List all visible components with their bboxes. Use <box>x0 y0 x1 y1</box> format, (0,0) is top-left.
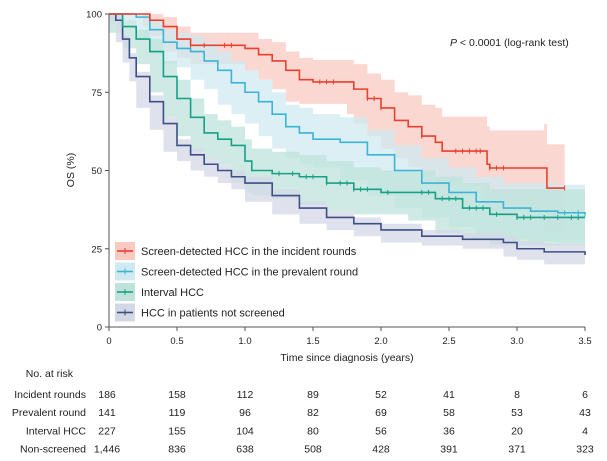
y-tick-label: 0 <box>97 323 102 334</box>
risk-cell: 36 <box>443 425 455 437</box>
legend-label-3: HCC in patients not screened <box>141 308 285 320</box>
risk-cell: 428 <box>372 444 390 456</box>
survival-curve-2 <box>109 13 585 219</box>
x-tick-label: 3.5 <box>578 336 591 347</box>
legend-label-1: Screen-detected HCC in the prevalent rou… <box>141 267 358 279</box>
risk-cell: 6 <box>582 389 588 401</box>
survival-curve-3 <box>109 13 586 256</box>
risk-cell: 20 <box>511 425 523 437</box>
risk-cell: 82 <box>307 407 319 419</box>
risk-cell: 638 <box>236 444 254 456</box>
risk-cell: 119 <box>169 407 186 419</box>
risk-cell: 96 <box>239 407 251 419</box>
risk-cell: 1,446 <box>94 444 120 456</box>
ci-band-2 <box>109 14 585 246</box>
x-tick-label: 1.0 <box>238 336 251 347</box>
y-tick-label: 75 <box>91 88 102 99</box>
risk-cell: 186 <box>98 389 116 401</box>
legend: Screen-detected HCC in the incident roun… <box>115 242 358 322</box>
risk-cell: 58 <box>443 407 455 419</box>
survival-curve-1 <box>109 13 586 215</box>
legend-label-0: Screen-detected HCC in the incident roun… <box>141 246 357 258</box>
risk-cell: 836 <box>168 444 186 456</box>
x-tick-label: 3.0 <box>510 336 523 347</box>
y-tick-label: 100 <box>86 10 102 21</box>
risk-cell: 112 <box>237 389 254 401</box>
risk-cell: 323 <box>576 444 594 456</box>
x-tick-label: 1.5 <box>306 336 319 347</box>
risk-cell: 371 <box>508 444 526 456</box>
ci-band-3 <box>109 14 585 265</box>
risk-row-label: Incident rounds <box>14 389 86 401</box>
risk-cell: 89 <box>307 389 319 401</box>
x-axis-label: Time since diagnosis (years) <box>280 352 413 364</box>
risk-cell: 80 <box>307 425 319 437</box>
x-tick-label: 0.5 <box>170 336 183 347</box>
survival-curves <box>109 13 586 256</box>
risk-cell: 227 <box>98 425 116 437</box>
risk-cell: 53 <box>511 407 523 419</box>
risk-row-label: Non-screened <box>20 444 86 456</box>
survival-curve-0 <box>109 13 565 189</box>
y-tick-label: 25 <box>91 244 102 255</box>
risk-table: Incident rounds 186 158 112 89 52 41 8 6 Prevalen… <box>12 389 594 456</box>
risk-row-label: Prevalent round <box>12 407 86 419</box>
x-tick-label: 2.0 <box>374 336 387 347</box>
risk-row-label: Interval HCC <box>26 425 87 437</box>
risk-cell: 104 <box>236 425 254 437</box>
risk-cell: 141 <box>98 407 116 419</box>
risk-cell: 508 <box>304 444 322 456</box>
x-tick-label: 2.5 <box>442 336 455 347</box>
risk-cell: 56 <box>375 425 387 437</box>
y-tick-label: 50 <box>91 166 102 177</box>
risk-cell: 41 <box>443 389 455 401</box>
p-value-annotation: P < 0.0001 (log-rank test) <box>450 37 569 49</box>
confidence-bands <box>109 14 585 265</box>
risk-table-title: No. at risk <box>26 368 74 380</box>
risk-cell: 4 <box>582 425 588 437</box>
legend-label-2: Interval HCC <box>141 287 204 299</box>
risk-cell: 158 <box>168 389 186 401</box>
risk-cell: 155 <box>168 425 186 437</box>
y-axis-label: OS (%) <box>65 153 77 187</box>
x-tick-label: 0 <box>106 336 111 347</box>
risk-cell: 43 <box>579 407 591 419</box>
risk-cell: 391 <box>440 444 458 456</box>
risk-cell: 52 <box>375 389 387 401</box>
axes: 0 25 50 75 100 0 0.5 1.0 1.5 2.0 2.5 3.0 3.5 <box>86 10 591 348</box>
risk-cell: 8 <box>514 389 520 401</box>
risk-cell: 69 <box>375 407 387 419</box>
